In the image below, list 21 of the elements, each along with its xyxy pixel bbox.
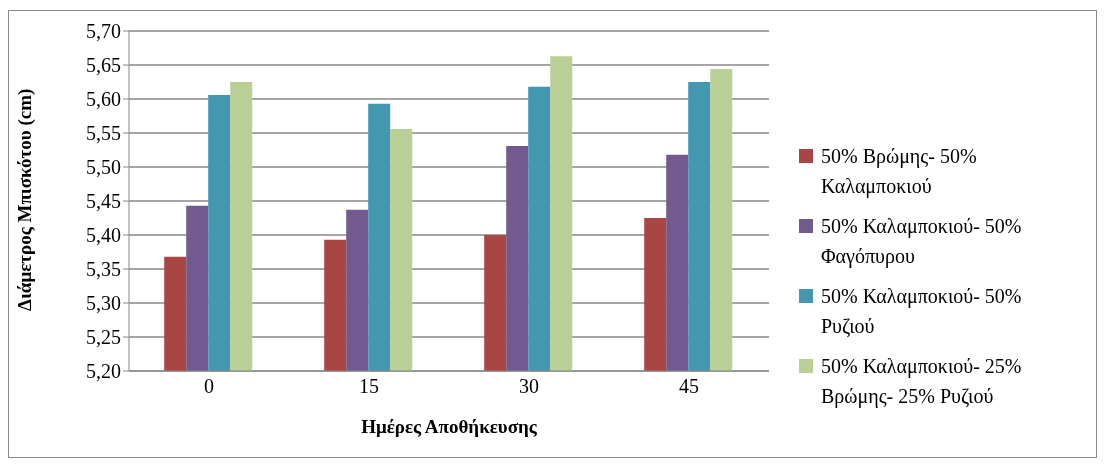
y-tick-label: 5,45 (86, 190, 121, 213)
x-axis-title: Ημέρες Αποθήκευσης (361, 416, 538, 437)
x-tick-label: 30 (519, 375, 539, 398)
y-tick-label: 5,25 (86, 326, 121, 349)
legend-label: 50% Βρώμης- 50% Καλαμποκιού (821, 144, 978, 200)
x-tick-label: 15 (359, 375, 379, 398)
y-axis-title: Διάμετρος Μπισκότου (cm) (13, 88, 36, 311)
legend-label: 50% Καλαμποκιού- 25% Βρώμης- 25% Ρυζιού (821, 354, 1023, 410)
legend-label: 50% Καλαμποκιού- 50% Ρυζιού (821, 284, 1023, 339)
y-tick-label: 5,60 (86, 88, 121, 111)
y-tick-label: 5,30 (86, 292, 121, 315)
x-tick-label: 0 (204, 375, 214, 398)
y-tick-label: 5,35 (86, 258, 121, 281)
y-tick-label: 5,70 (86, 20, 121, 43)
y-tick-label: 5,20 (86, 360, 121, 383)
y-tick-label: 5,65 (86, 54, 121, 77)
x-tick-label: 45 (679, 375, 699, 398)
y-tick-label: 5,40 (86, 224, 121, 247)
legend-label: 50% Καλαμποκιού- 50% Φαγόπυρου (821, 214, 1023, 270)
y-tick-label: 5,55 (86, 122, 121, 145)
y-tick-label: 5,50 (86, 156, 121, 179)
